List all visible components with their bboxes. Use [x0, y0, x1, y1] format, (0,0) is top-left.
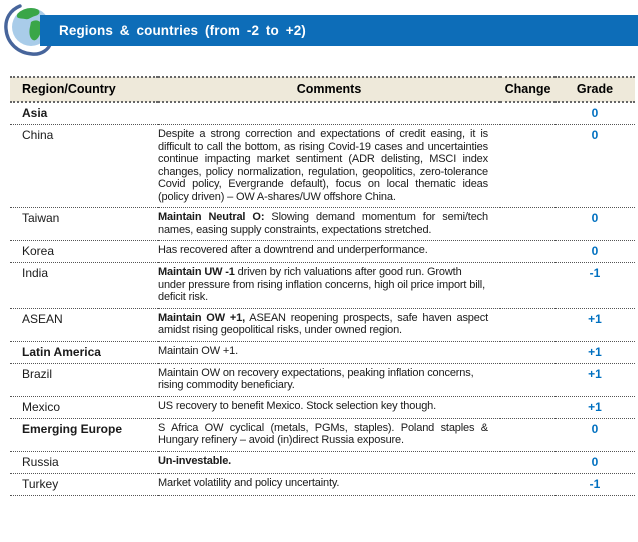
grade-value: -1 [555, 473, 635, 496]
comment-bold-lead: Maintain Neutral O: [158, 211, 265, 223]
region-name: Russia [10, 451, 158, 474]
grade-value: 0 [555, 418, 635, 452]
grade-value: 0 [555, 207, 635, 241]
table-row: Latin America Maintain OW +1. +1 [10, 341, 635, 364]
column-header-grade: Grade [555, 76, 635, 103]
change-cell [500, 418, 555, 452]
column-header-comments: Comments [158, 76, 500, 103]
region-name: Turkey [10, 473, 158, 496]
comment-cell: Maintain UW -1 driven by rich valuations… [158, 262, 500, 309]
grade-value: -1 [555, 262, 635, 309]
change-cell [500, 240, 555, 263]
table-header: Region/Country Comments Change Grade [10, 76, 635, 103]
column-header-region: Region/Country [10, 76, 158, 103]
change-cell [500, 262, 555, 309]
change-cell [500, 473, 555, 496]
region-name: Brazil [10, 363, 158, 397]
change-cell [500, 396, 555, 419]
table-row: Taiwan Maintain Neutral O: Slowing demand… [10, 207, 635, 241]
region-name: Taiwan [10, 207, 158, 241]
table-row: Korea Has recovered after a downtrend and… [10, 240, 635, 263]
grade-value: +1 [555, 308, 635, 342]
column-header-change: Change [500, 76, 555, 103]
table-row: Turkey Market volatility and policy uncer… [10, 473, 635, 496]
comment-cell: Despite a strong correction and expectat… [158, 124, 500, 208]
comment-cell: Maintain Neutral O: Slowing demand momen… [158, 207, 500, 241]
change-cell [500, 124, 555, 208]
grade-value: 0 [555, 124, 635, 208]
comment-cell: Maintain OW on recovery expectations, pe… [158, 363, 500, 397]
comment-cell [158, 102, 500, 125]
comment-cell: Un-investable. [158, 451, 500, 474]
region-name: Mexico [10, 396, 158, 419]
region-name: Asia [10, 102, 158, 125]
table-row: Mexico US recovery to benefit Mexico. Sto… [10, 396, 635, 419]
table-row: Russia Un-investable. 0 [10, 451, 635, 474]
table-row: Emerging Europe S Africa OW cyclical (met… [10, 418, 635, 452]
table-body: Asia 0 China Despite a strong correction an… [10, 102, 635, 496]
regions-table: Region/Country Comments Change Grade Asi… [10, 76, 635, 496]
change-cell [500, 207, 555, 241]
grade-value: +1 [555, 363, 635, 397]
grade-value: 0 [555, 102, 635, 125]
grade-value: +1 [555, 341, 635, 364]
grade-value: 0 [555, 451, 635, 474]
change-cell [500, 363, 555, 397]
grade-value: +1 [555, 396, 635, 419]
change-cell [500, 308, 555, 342]
change-cell [500, 341, 555, 364]
comment-cell: S Africa OW cyclical (metals, PGMs, stap… [158, 418, 500, 452]
region-name: India [10, 262, 158, 309]
table-row: India Maintain UW -1 driven by rich valua… [10, 262, 635, 309]
title-banner: Regions & countries (from -2 to +2) [40, 15, 638, 46]
comment-bold-lead: Maintain UW -1 [158, 266, 235, 278]
table-row: ASEAN Maintain OW +1, ASEAN reopening pro… [10, 308, 635, 342]
comment-cell: Market volatility and policy uncertainty… [158, 473, 500, 496]
region-name: ASEAN [10, 308, 158, 342]
region-name: China [10, 124, 158, 208]
region-name: Latin America [10, 341, 158, 364]
table-row: Brazil Maintain OW on recovery expectatio… [10, 363, 635, 397]
globe-land [16, 8, 50, 41]
comment-cell: US recovery to benefit Mexico. Stock sel… [158, 396, 500, 419]
change-cell [500, 102, 555, 125]
table-row: Asia 0 [10, 102, 635, 125]
comment-cell: Has recovered after a downtrend and unde… [158, 240, 500, 263]
page-title: Regions & countries (from -2 to +2) [59, 23, 306, 38]
change-cell [500, 451, 555, 474]
comment-bold-lead: Un-investable. [158, 454, 232, 467]
table-row: China Despite a strong correction and exp… [10, 124, 635, 208]
comment-cell: Maintain OW +1, ASEAN reopening prospect… [158, 308, 500, 342]
comment-bold-lead: Maintain OW +1, [158, 311, 245, 324]
region-name: Korea [10, 240, 158, 263]
grade-value: 0 [555, 240, 635, 263]
region-name: Emerging Europe [10, 418, 158, 452]
comment-cell: Maintain OW +1. [158, 341, 500, 364]
